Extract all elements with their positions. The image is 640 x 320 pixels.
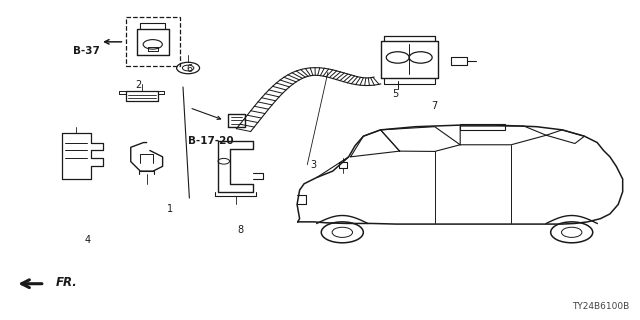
Text: 2: 2	[135, 80, 141, 90]
Text: FR.: FR.	[56, 276, 77, 289]
Text: 5: 5	[392, 89, 398, 99]
Text: 7: 7	[431, 101, 438, 111]
Bar	[460, 124, 505, 130]
Text: B-37: B-37	[74, 45, 100, 56]
Text: TY24B6100B: TY24B6100B	[572, 302, 629, 311]
Text: 4: 4	[84, 235, 90, 244]
Text: 6: 6	[186, 64, 193, 74]
Bar	[125, 17, 180, 67]
Text: B-17-20: B-17-20	[188, 136, 234, 146]
Text: 8: 8	[237, 225, 243, 235]
Text: 3: 3	[310, 160, 317, 170]
Text: 1: 1	[167, 204, 173, 214]
